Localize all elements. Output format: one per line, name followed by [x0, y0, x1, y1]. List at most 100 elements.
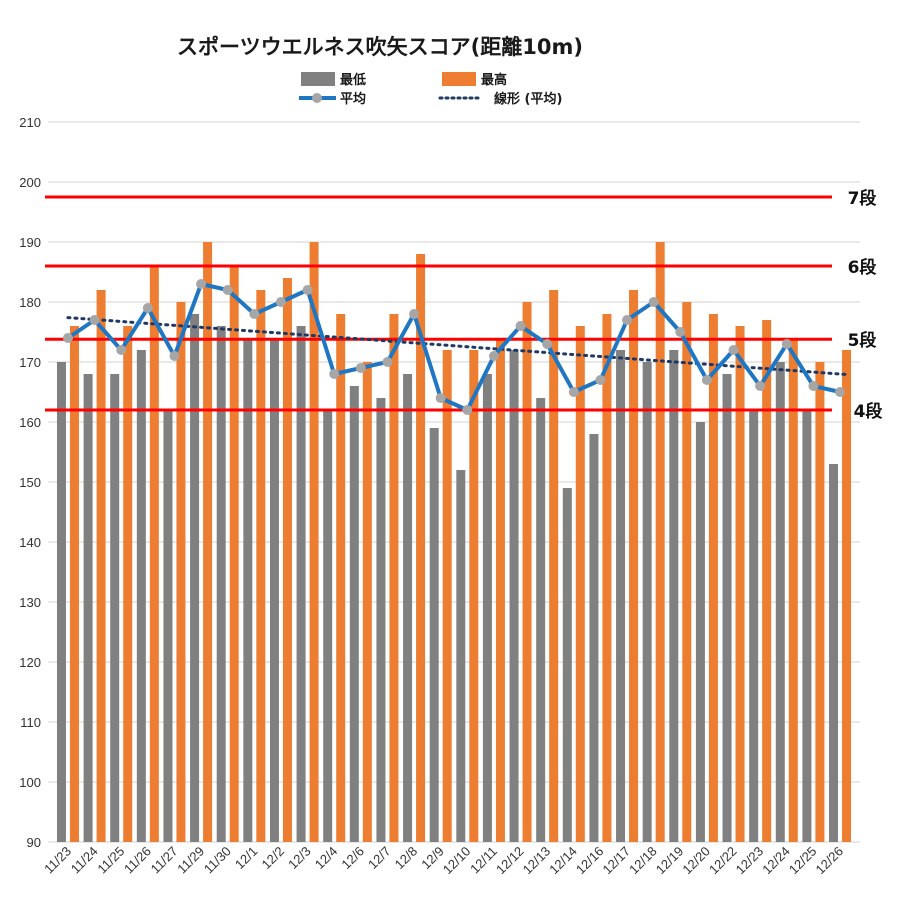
y-tick-label: 160: [19, 415, 41, 430]
average-point: [462, 405, 473, 415]
bar-min: [216, 326, 226, 842]
legend-label-trend: 線形 (平均): [494, 91, 562, 107]
x-tick-label: 11/30: [201, 844, 234, 877]
bar-min: [136, 350, 146, 842]
x-tick-label: 12/11: [467, 844, 500, 877]
bar-max: [336, 314, 346, 842]
average-point: [808, 381, 819, 391]
legend-swatch-min: [301, 72, 335, 86]
bar-min: [403, 374, 413, 842]
bar-max: [522, 302, 532, 842]
average-point: [329, 369, 340, 379]
x-tick-label: 12/6: [338, 844, 367, 873]
legend-label-avg: 平均: [340, 91, 366, 107]
bar-max: [123, 326, 133, 842]
x-tick-label: 12/10: [440, 844, 474, 878]
average-point: [116, 345, 127, 355]
bar-min: [190, 314, 200, 842]
x-tick-label: 12/24: [759, 844, 793, 878]
average-point: [488, 351, 499, 361]
y-tick-label: 100: [19, 775, 41, 790]
average-point: [515, 321, 526, 331]
bar-min: [456, 470, 466, 842]
bar-min: [83, 374, 93, 842]
bar-max: [256, 290, 266, 842]
bar-max: [655, 242, 665, 842]
average-point: [275, 297, 286, 307]
bar-min: [349, 386, 359, 842]
x-tick-label: 12/13: [520, 844, 554, 878]
bar-max: [416, 254, 426, 842]
bar-min: [536, 398, 546, 842]
bar-min: [243, 338, 253, 842]
bar-min: [722, 374, 732, 842]
bar-max: [842, 350, 852, 842]
average-point: [595, 375, 606, 385]
bar-max: [629, 290, 639, 842]
bar-min: [269, 338, 279, 842]
bar-max: [389, 314, 399, 842]
y-tick-label: 130: [19, 595, 41, 610]
bar-min: [642, 362, 652, 842]
average-point: [355, 363, 366, 373]
bar-max: [282, 278, 292, 842]
bar-max: [442, 350, 452, 842]
bar-min: [562, 488, 572, 842]
bar-max: [762, 320, 772, 842]
bar-min: [802, 410, 812, 842]
x-tick-label: 12/14: [546, 844, 580, 878]
y-tick-label: 170: [19, 355, 41, 370]
average-series: [62, 279, 846, 415]
x-tick-label: 12/3: [285, 844, 314, 873]
average-point: [222, 285, 233, 295]
x-tick-label: 11/29: [174, 844, 207, 877]
average-point: [249, 309, 260, 319]
average-point: [62, 333, 73, 343]
y-axis-ticks: 90 100 110 120 130 140 150 160 170 180 190 200 210: [19, 115, 41, 850]
average-point: [568, 387, 579, 397]
x-tick-label: 11/26: [121, 844, 154, 877]
x-tick-label: 12/12: [493, 844, 527, 878]
bar-max: [149, 266, 159, 842]
y-tick-label: 210: [19, 115, 41, 130]
bar-min: [429, 428, 439, 842]
bar-min: [589, 434, 599, 842]
rank-label: 6段: [848, 257, 877, 278]
average-point: [728, 345, 739, 355]
bar-max: [735, 326, 745, 842]
x-tick-label: 12/1: [232, 844, 261, 873]
y-tick-label: 120: [19, 655, 41, 670]
average-point: [409, 309, 420, 319]
legend-item-avg: 平均: [299, 91, 366, 107]
rank-label: 5段: [848, 330, 877, 351]
bar-max: [788, 338, 798, 842]
y-tick-label: 190: [19, 235, 41, 250]
bar-min: [296, 326, 306, 842]
bar-max: [309, 242, 319, 842]
average-point: [835, 387, 846, 397]
x-tick-label: 12/8: [392, 844, 421, 873]
rank-lines: 7段 6段 5段 4段: [45, 188, 882, 422]
bar-max: [96, 290, 106, 842]
bar-max: [176, 302, 186, 842]
x-tick-label: 12/4: [312, 844, 341, 873]
legend: 最低 最高 平均 線形 (平均): [299, 72, 562, 107]
bar-min: [110, 374, 120, 842]
average-point: [755, 381, 766, 391]
legend-label-max: 最高: [481, 72, 507, 88]
average-point: [89, 315, 100, 325]
bar-min: [509, 350, 519, 842]
chart-title: スポーツウエルネス吹矢スコア(距離10m): [177, 35, 583, 59]
x-tick-label: 12/23: [733, 844, 767, 878]
x-tick-label: 12/22: [706, 844, 740, 878]
average-point: [648, 297, 659, 307]
y-tick-label: 200: [19, 175, 41, 190]
x-tick-label: 12/26: [813, 844, 847, 878]
average-point: [382, 357, 393, 367]
bar-max: [575, 326, 585, 842]
bar-max: [495, 338, 505, 842]
rank-label: 7段: [848, 188, 877, 209]
x-tick-label: 11/24: [68, 844, 101, 877]
x-tick-label: 12/17: [600, 844, 634, 878]
